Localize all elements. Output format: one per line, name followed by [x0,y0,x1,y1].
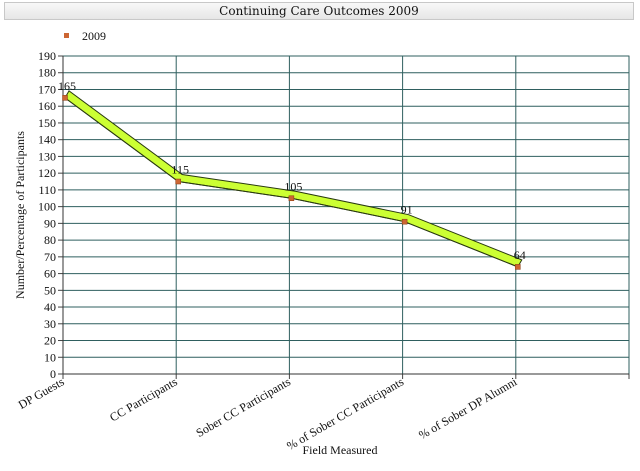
y-tick-label: 100 [38,200,56,214]
data-label: 105 [284,179,302,193]
y-tick-label: 50 [44,283,56,297]
y-tick-label: 60 [44,267,56,281]
y-tick-label: 160 [38,99,56,113]
y-tick-label: 150 [38,116,56,130]
data-point [288,195,295,202]
plot-area [62,55,630,375]
y-tick-label: 90 [44,216,56,230]
data-point [401,218,408,225]
x-tick-label: CC Participants [107,374,180,424]
x-axis-title: Field Measured [303,443,378,457]
y-tick-label: 20 [44,334,56,348]
data-label: 115 [171,163,189,177]
y-tick-label: 170 [38,82,56,96]
legend-label: 2009 [82,29,106,43]
y-tick-label: 80 [44,233,56,247]
y-tick-label: 120 [38,166,56,180]
chart-title: Continuing Care Outcomes 2009 [4,2,634,20]
y-tick-label: 180 [38,66,56,80]
data-point [175,178,181,185]
y-tick-label: 70 [44,250,56,264]
y-tick-label: 40 [44,300,56,314]
y-tick-label: 10 [44,350,56,364]
x-tick-label: DP Guests [16,374,67,412]
data-label: 64 [514,248,526,262]
y-axis-title: Number/Percentage of Participants [13,131,27,299]
data-label: 91 [401,203,413,217]
x-tick-label: % of Sober CC Participants [284,374,406,453]
y-tick-label: 130 [38,149,56,163]
x-tick-label: Sober CC Participants [194,374,294,440]
data-label: 165 [58,79,76,93]
y-tick-label: 190 [38,49,56,63]
x-tick-label: % of Sober DP Alumni [416,374,520,442]
data-point [515,264,521,270]
y-tick-label: 30 [44,317,56,331]
legend-marker [64,33,69,38]
y-tick-label: 140 [38,133,56,147]
y-tick-label: 110 [38,183,56,197]
y-tick-label: 0 [50,367,56,381]
data-point [62,95,68,101]
